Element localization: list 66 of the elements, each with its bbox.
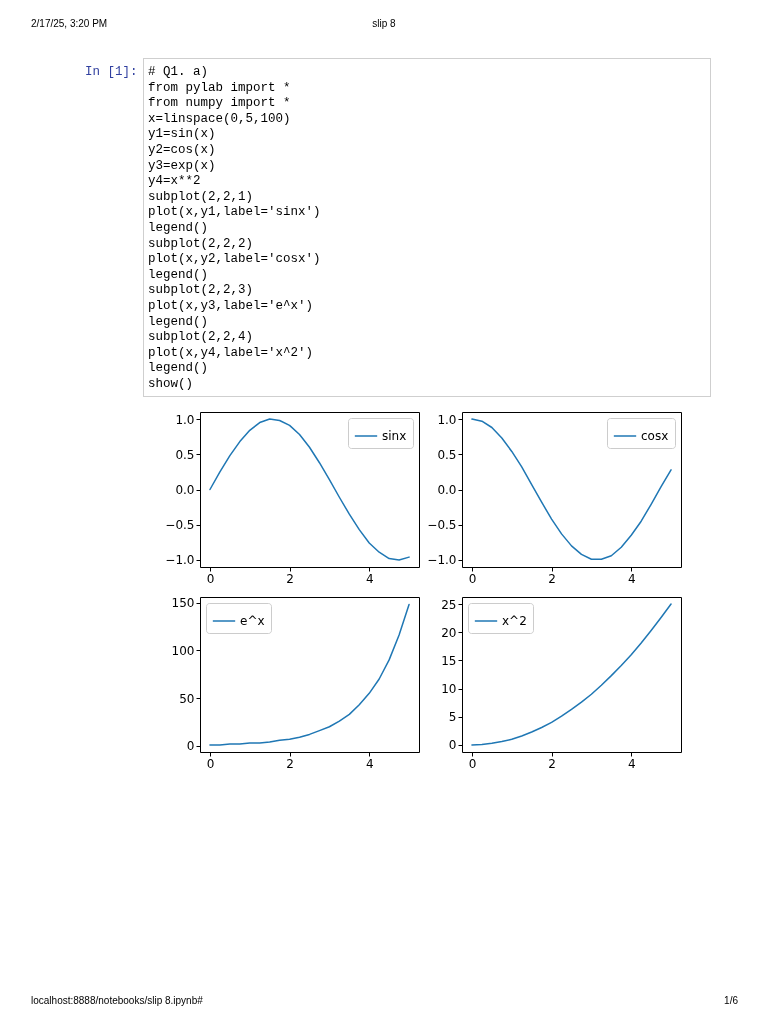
x-tick-label: 4: [627, 756, 636, 771]
text: plot(x,y2,label='cosx'): [148, 252, 322, 268]
text: subplot(2,2,2): [148, 236, 255, 253]
text: plot(x,y3,label='e^x'): [148, 298, 315, 315]
text: In [1]:: [85, 65, 138, 79]
x-tick-label: 4: [627, 571, 636, 586]
x-tick-label: 0: [206, 756, 215, 771]
x-tick-label: 0: [468, 571, 477, 586]
text: slip 8: [372, 18, 396, 29]
y-tick-label: 0: [448, 738, 457, 753]
y-tick-label: −0.5: [427, 518, 457, 533]
y-tick-label: 1.0: [175, 412, 195, 427]
text: show(): [148, 376, 194, 393]
y-tick-label: 0.5: [437, 447, 457, 462]
y-tick-label: 25: [441, 597, 457, 612]
text: 2/17/25, 3:20 PM: [31, 18, 108, 29]
y-tick-label: 50: [179, 691, 195, 706]
line-series: [209, 418, 410, 561]
legend-label: x^2: [502, 614, 527, 628]
line-series: [209, 603, 410, 746]
text: y1=sin(x): [148, 127, 217, 143]
line-series: [471, 603, 672, 746]
y-tick-label: 1.0: [437, 412, 457, 427]
text: y2=cos(x): [148, 142, 217, 159]
y-tick-label: 5: [448, 710, 457, 725]
y-tick-label: 0.5: [175, 447, 195, 462]
line-series: [471, 418, 672, 560]
x-tick-label: 2: [548, 756, 556, 771]
text: from pylab import *: [148, 80, 292, 97]
text: plot(x,y4,label='x^2'): [148, 345, 315, 362]
text: x=linspace(0,5,100): [148, 111, 292, 128]
text: from numpy import *: [148, 96, 292, 112]
text: legend(): [148, 361, 209, 377]
x-tick-label: 4: [365, 756, 374, 771]
text: y4=x**2: [148, 174, 202, 190]
text: subplot(2,2,4): [148, 330, 255, 346]
text: localhost:8888/notebooks/slip 8.ipynb#: [31, 995, 203, 1006]
text: y3=exp(x): [148, 158, 217, 175]
text: plot(x,y1,label='sinx'): [148, 205, 322, 221]
legend-label: e^x: [240, 614, 265, 628]
legend-label: cosx: [641, 429, 669, 443]
text: legend(): [148, 314, 209, 331]
y-tick-label: 0: [186, 739, 195, 754]
text: # Q1. a): [148, 65, 209, 81]
text: subplot(2,2,3): [148, 283, 255, 299]
x-tick-label: 0: [206, 571, 215, 586]
y-tick-label: 0.0: [175, 483, 195, 497]
legend-label: sinx: [382, 429, 407, 443]
text: legend(): [148, 267, 209, 284]
y-tick-label: 0.0: [437, 483, 457, 497]
x-tick-label: 4: [365, 571, 374, 586]
text: 1/6: [724, 995, 738, 1006]
y-tick-label: −1.0: [427, 553, 457, 568]
y-tick-label: 20: [441, 625, 457, 640]
y-tick-label: 150: [171, 596, 195, 611]
x-tick-label: 2: [286, 756, 294, 771]
y-tick-label: −1.0: [165, 553, 195, 568]
y-tick-label: 10: [441, 682, 457, 697]
x-tick-label: 2: [548, 571, 556, 586]
y-tick-label: 100: [171, 643, 195, 658]
text: subplot(2,2,1): [148, 189, 255, 206]
text: legend(): [148, 220, 209, 237]
y-tick-label: −0.5: [165, 518, 195, 533]
x-tick-label: 0: [468, 756, 477, 771]
x-tick-label: 2: [286, 571, 294, 586]
y-tick-label: 15: [441, 653, 457, 668]
